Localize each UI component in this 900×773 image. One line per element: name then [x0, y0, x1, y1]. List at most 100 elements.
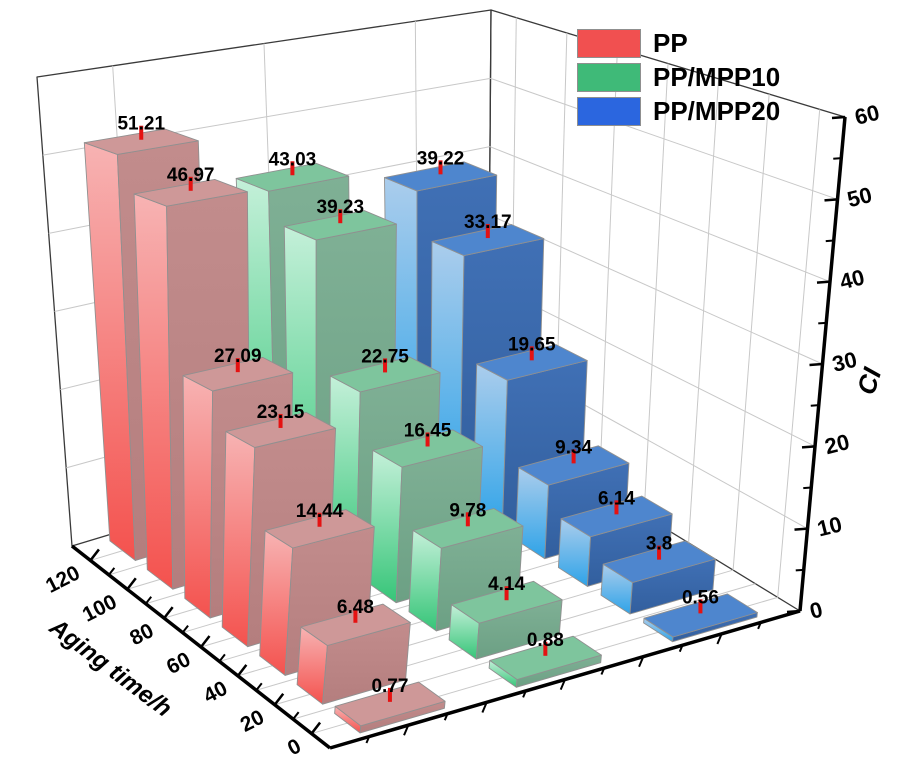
error-bar: [529, 346, 534, 361]
error-bar: [657, 545, 662, 560]
aging-tick-label: 80: [126, 619, 157, 650]
ci-major-tick: [816, 280, 831, 284]
error-bar: [485, 224, 490, 239]
error-bar: [139, 125, 144, 140]
value-label: 22.75: [361, 346, 409, 367]
ci-minor-tick: [825, 239, 834, 243]
bar-top-face: [283, 210, 397, 241]
aging-minor-tick: [108, 567, 116, 576]
aging-tick-label: 120: [42, 561, 84, 597]
ci-minor-tick: [795, 568, 804, 572]
error-bar: [317, 512, 322, 527]
legend-item-pp-mpp10: PP/MPP10: [577, 63, 780, 92]
error-bar: [353, 608, 358, 623]
aging-major-tick: [89, 548, 100, 562]
ci-major-tick: [831, 115, 846, 120]
bar-top-face: [384, 161, 498, 192]
bar-top-face: [489, 635, 602, 680]
series-axis-tick: [757, 622, 762, 630]
aging-axis-title: Aging time/h: [44, 613, 177, 723]
value-label: 46.97: [167, 165, 215, 186]
legend-label-pp-mpp20: PP/MPP20: [653, 96, 781, 126]
value-label: 3.8: [646, 534, 672, 555]
series-axis-tick: [522, 690, 527, 698]
bar-top-face: [560, 495, 673, 538]
ci-tick-label: 0: [807, 597, 825, 624]
bar-top-face: [412, 508, 524, 549]
ci-tick-label: 30: [830, 347, 860, 377]
bar-top-face: [334, 681, 446, 727]
aging-tick-label: 0: [284, 735, 305, 761]
value-label: 16.45: [404, 420, 452, 441]
series-axis-tick: [443, 713, 449, 721]
bar-PPMPP10-20h: [448, 580, 563, 660]
aging-tick-label: 100: [79, 590, 121, 626]
bar-top-face: [182, 356, 294, 392]
bar-top-face: [451, 580, 563, 624]
value-label: 43.03: [269, 149, 317, 170]
bar-top-face: [431, 224, 545, 257]
legend-label-pp-mpp10: PP/MPP10: [653, 62, 781, 92]
aging-major-tick: [126, 577, 137, 591]
value-label: 6.48: [337, 597, 374, 618]
bar-top-face: [133, 178, 248, 207]
error-bar: [278, 413, 283, 428]
aging-minor-tick: [181, 624, 189, 634]
bar-left-face: [182, 375, 214, 619]
error-bar: [235, 358, 240, 373]
aging-major-tick: [163, 606, 174, 619]
error-bar: [465, 512, 470, 527]
aging-major-tick: [273, 692, 285, 706]
aging-minor-tick: [218, 653, 226, 663]
bar-top-face: [643, 593, 758, 638]
bar-PPMPP20-0h: [643, 593, 758, 643]
error-bar: [387, 687, 392, 702]
error-bar: [698, 599, 703, 614]
error-bar: [571, 449, 576, 464]
bar-PP-20h: [296, 603, 411, 705]
bar-top-face: [602, 540, 716, 583]
value-label: 9.78: [449, 500, 486, 521]
bar-top-face: [372, 429, 484, 468]
legend-swatch-pp-mpp20: [577, 97, 641, 126]
ci-minor-tick: [833, 157, 842, 160]
ci-major-tick: [824, 198, 838, 202]
aging-minor-tick: [144, 596, 153, 605]
bar-top-face: [83, 128, 199, 155]
value-label: 4.14: [488, 574, 525, 595]
grid-line: [490, 77, 838, 200]
aging-tick-label: 40: [200, 677, 231, 708]
ci-major-tick: [801, 445, 816, 449]
error-bar: [383, 358, 388, 373]
value-label: 0.88: [527, 630, 564, 651]
value-label: 0.56: [682, 587, 719, 608]
value-label: 9.34: [555, 437, 592, 458]
ci-tick-label: 40: [837, 264, 867, 294]
ci-major-tick: [786, 609, 801, 614]
value-labels-layer: 51.21 43.03 39.22 46.97 39.23 33.17 27.09 22.75…: [117, 114, 719, 702]
bar-top-face: [476, 344, 588, 381]
legend: PP PP/MPP10 PP/MPP20: [577, 29, 780, 131]
series-axis-tick: [600, 667, 606, 675]
ci-minor-tick: [810, 404, 819, 407]
bar-top-face: [518, 445, 630, 486]
error-bar: [425, 432, 430, 447]
ci-tick-label: 20: [822, 429, 852, 459]
legend-swatch-pp: [577, 29, 641, 58]
aging-tick-label: 20: [237, 706, 268, 737]
bar-PPMPP10-0h: [488, 635, 602, 688]
grid-line: [489, 214, 823, 365]
aging-major-tick: [310, 721, 322, 735]
value-label: 27.09: [214, 346, 262, 367]
value-label: 39.22: [417, 148, 465, 169]
ci-tick-label: 10: [815, 511, 845, 541]
ci-minor-tick: [803, 486, 812, 490]
ci-tick-label: 50: [845, 182, 875, 212]
error-bar: [438, 160, 443, 175]
value-label: 39.23: [317, 197, 365, 218]
bar-top-face: [264, 509, 375, 549]
error-bar: [504, 586, 509, 601]
aging-tick-label: 60: [163, 648, 194, 679]
bar-top-face: [225, 411, 337, 448]
ci-major-tick: [794, 527, 808, 531]
